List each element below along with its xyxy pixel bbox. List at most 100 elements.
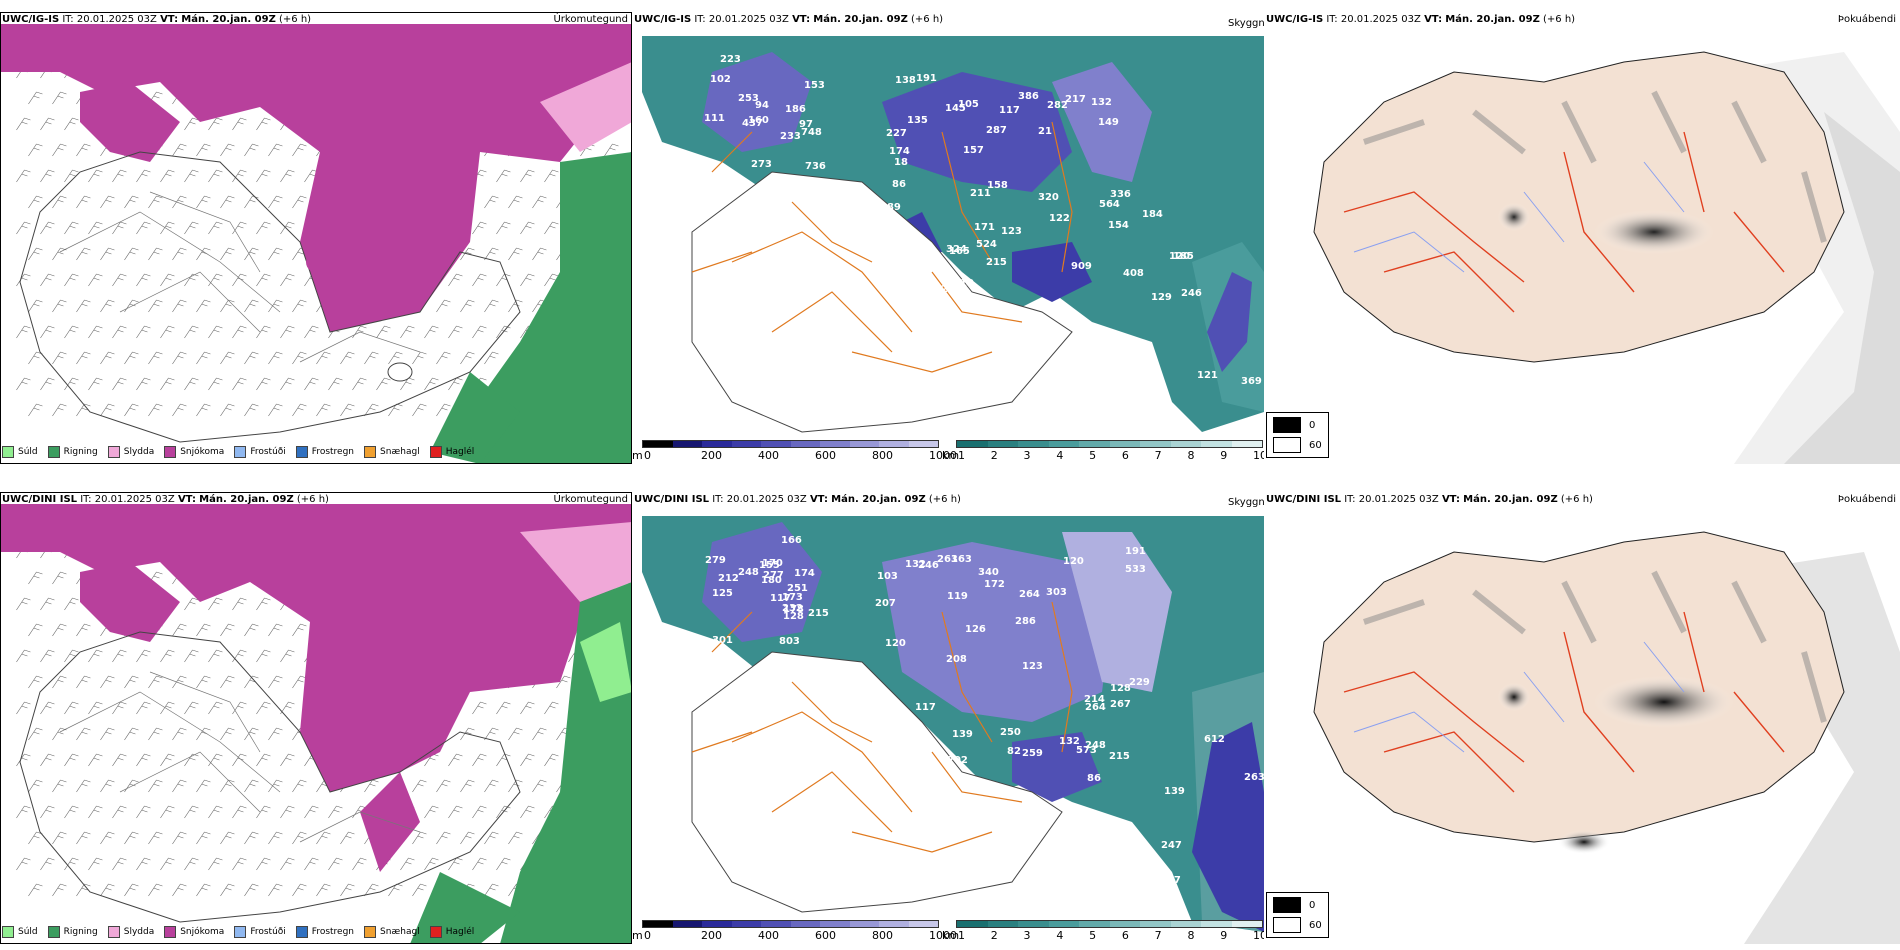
wind-barb: [208, 169, 223, 183]
cloud-base-label: 748: [801, 127, 822, 138]
wind-barb: [16, 221, 31, 235]
wind-barb: [112, 701, 127, 715]
legend-label: Frostúði: [250, 927, 286, 937]
colorbar-tick-label: 7: [1154, 449, 1162, 462]
wind-barb: [172, 403, 187, 417]
wind-barb: [244, 883, 259, 897]
cloud-base-label: 166: [781, 535, 802, 546]
precip-map-row1: [0, 24, 632, 464]
wind-barb: [64, 273, 79, 287]
colorbar-tick-label: 10: [1253, 929, 1264, 942]
cloud-base-label: 202: [947, 755, 968, 766]
wind-barb: [316, 883, 331, 897]
wind-barb: [124, 351, 139, 365]
cloud-base-label: 120: [1063, 556, 1084, 567]
wind-barb: [16, 753, 31, 767]
wind-barb: [184, 377, 199, 391]
colorbar-tick-label: 4: [1056, 929, 1064, 942]
wind-barb: [448, 753, 463, 767]
wind-barb: [88, 169, 103, 183]
wind-barb: [184, 221, 199, 235]
wind-barb: [280, 377, 295, 391]
cloud-base-label: 86: [1087, 773, 1101, 784]
cloud-base-label: 117: [770, 593, 791, 604]
wind-barb: [460, 779, 475, 793]
legend-swatch: [164, 446, 177, 458]
wind-barb: [16, 857, 31, 871]
cloud-colorbar-m: m 0 200 400 600 800 1000: [632, 918, 957, 944]
wind-barb: [460, 727, 475, 741]
wind-barb: [76, 675, 91, 689]
wind-barb: [160, 273, 175, 287]
wind-barb: [16, 805, 31, 819]
cloud-base-label: 135: [907, 115, 928, 126]
cloud-base-label: 111: [704, 113, 725, 124]
wind-barb: [268, 143, 283, 157]
wind-barb: [268, 623, 283, 637]
wind-barb: [208, 857, 223, 871]
wind-barb: [196, 883, 211, 897]
wind-barb: [52, 571, 67, 585]
cloud-base-label: 178: [783, 604, 804, 615]
wind-barb: [424, 377, 439, 391]
precip-map-row2: [0, 504, 632, 944]
wind-barb: [316, 403, 331, 417]
wind-barb: [448, 805, 463, 819]
legend-swatch: [429, 446, 442, 458]
colorbar-tick-label: 9: [1220, 449, 1228, 462]
cloud-base-label: 736: [805, 161, 826, 172]
wind-barb: [52, 91, 67, 105]
wind-barb: [352, 325, 367, 339]
wind-barb: [232, 325, 247, 339]
wind-barb: [508, 779, 523, 793]
wind-barb: [436, 831, 451, 845]
cloud-base-label: 324: [946, 244, 967, 255]
wind-barb: [100, 831, 115, 845]
wind-barb: [124, 403, 139, 417]
wind-barb: [124, 247, 139, 261]
cloud-colorbar-m: m 0 200 400 600 800 1000: [632, 438, 957, 464]
cloud-base-label: 125: [712, 588, 733, 599]
wind-barb: [496, 221, 511, 235]
cloud-base-label: 909: [1071, 261, 1092, 272]
wind-barb: [136, 221, 151, 235]
wind-barb: [16, 377, 31, 391]
wind-barb: [136, 325, 151, 339]
precip-type-panel-row2: UWC/DINI ISL IT: 20.01.2025 03Z VT: Mán.…: [0, 492, 632, 944]
panel-header: UWC/DINI ISL IT: 20.01.2025 03Z VT: Mán.…: [1266, 494, 1593, 505]
wind-barb: [28, 623, 43, 637]
wind-barb: [532, 727, 547, 741]
wind-barb: [520, 169, 535, 183]
panel-header: UWC/IG-IS IT: 20.01.2025 03Z VT: Mán. 20…: [2, 14, 312, 25]
wind-barb: [124, 675, 139, 689]
legend-item: Slydda: [107, 446, 154, 458]
wind-barb: [352, 377, 367, 391]
wind-barb: [112, 805, 127, 819]
colorbar-tick-label: 0: [644, 929, 651, 942]
wind-barb: [64, 325, 79, 339]
colorbar-tick-label: 200: [701, 929, 722, 942]
cloud-base-label: 264: [1019, 589, 1040, 600]
colorbar-tick-label: 800: [872, 449, 893, 462]
wind-barb: [244, 351, 259, 365]
legend-swatch: [107, 926, 120, 938]
wind-barb: [508, 727, 523, 741]
wind-barb: [508, 299, 523, 313]
legend-label: Snjókoma: [180, 447, 225, 457]
wind-barb: [232, 221, 247, 235]
colorbar-tick-label: 800: [872, 929, 893, 942]
cloud-map-row2: 259 179 120 573 128 248 533 125 301 247 139 123 119 1…: [642, 516, 1264, 932]
cloud-base-label: 105: [958, 99, 979, 110]
cloud-base-label: 145: [945, 103, 966, 114]
cloud-base-label: 155: [759, 560, 780, 571]
cloud-base-label: 13: [892, 288, 906, 299]
wind-barb: [508, 247, 523, 261]
wind-barb: [64, 805, 79, 819]
cloud-base-label: 386: [1018, 91, 1039, 102]
wind-barb: [52, 779, 67, 793]
wind-barb: [16, 649, 31, 663]
wind-barb: [88, 325, 103, 339]
wind-barb: [160, 325, 175, 339]
wind-barb: [388, 403, 403, 417]
wind-barb: [52, 247, 67, 261]
